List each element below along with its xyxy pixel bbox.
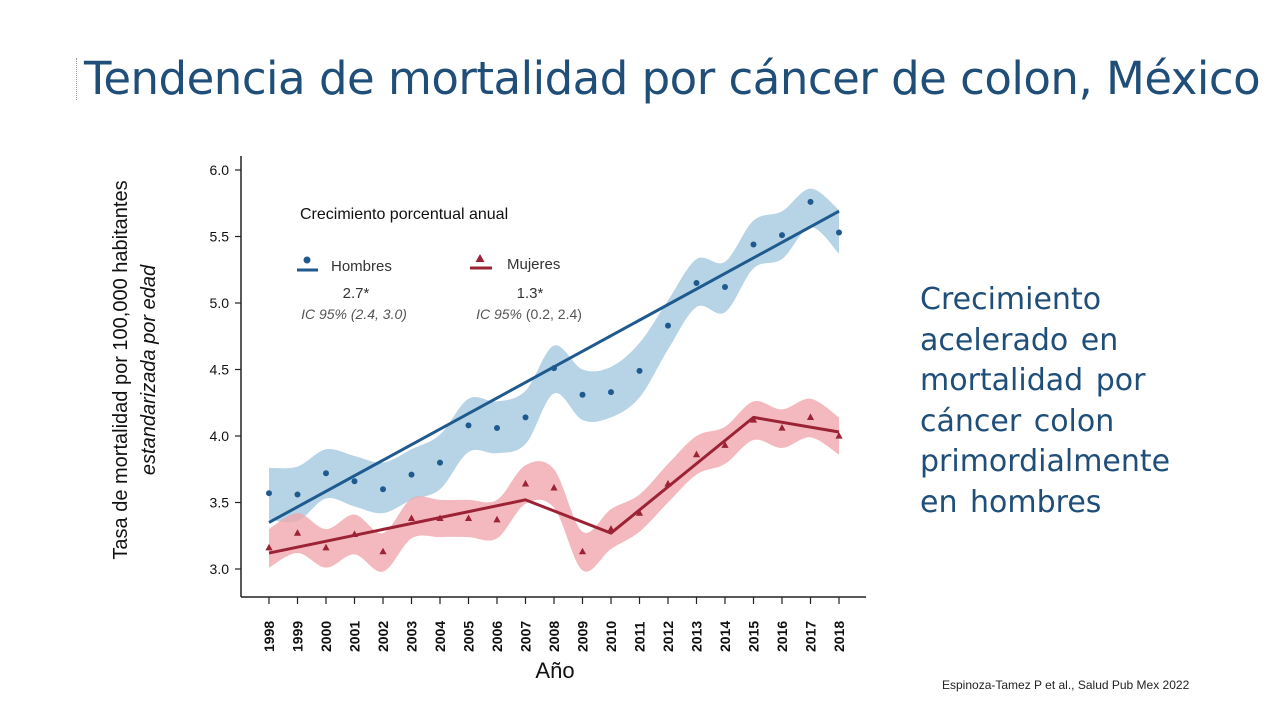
mujeres-data-point — [778, 424, 786, 431]
mujeres-data-point — [664, 479, 672, 487]
mujeres-data-point — [635, 509, 644, 516]
legend-hombres-ci: IC 95% (2.4, 3.0) — [301, 306, 407, 322]
hombres-data-point — [408, 471, 415, 478]
x-tick-label: 2007 — [518, 621, 534, 652]
mujeres-data-point — [607, 525, 615, 532]
legend-mujeres-apc: 1.3* — [517, 285, 544, 302]
hombres-data-point — [522, 414, 529, 421]
x-tick-label: 2006 — [489, 621, 505, 652]
hombres-data-point — [807, 198, 814, 205]
x-tick-label: 2018 — [831, 621, 847, 652]
mujeres-data-point — [322, 543, 330, 551]
x-tick-label: 2013 — [689, 621, 705, 652]
x-tick-label: 2000 — [318, 621, 334, 652]
hombres-data-point — [722, 284, 728, 291]
y-tick-label: 6.0 — [210, 162, 230, 178]
mujeres-data-point — [692, 450, 701, 458]
mujeres-data-point — [521, 479, 530, 487]
legend-hombres-ci-value: (2.4, 3.0) — [351, 306, 407, 322]
x-tick-label: 2014 — [717, 621, 733, 652]
hombres-data-point — [693, 280, 700, 287]
y-tick-label: 4.0 — [210, 428, 230, 444]
mujeres-data-point — [578, 547, 587, 555]
y-tick-label: 5.0 — [210, 295, 230, 311]
legend-hombres-ci-label: IC 95% — [301, 306, 347, 322]
mujeres-data-point — [407, 514, 416, 522]
mujeres-data-point — [265, 543, 273, 551]
hombres-data-point — [636, 367, 643, 374]
mortality-chart: 6.0 5.5 5.0 4.5 4.0 3.5 3.0 1998 1999 2000 2001 200… — [110, 156, 866, 683]
y-tick-label: 5.5 — [210, 229, 230, 245]
x-tick-label: 2015 — [746, 621, 762, 652]
hombres-data-point — [665, 322, 671, 329]
title-divider — [76, 58, 77, 100]
x-tick-label: 2005 — [461, 621, 477, 652]
x-tick-label: 1998 — [261, 621, 277, 652]
x-tick-label: 2010 — [603, 621, 619, 652]
slide-title: Tendencia de mortalidad por cáncer de co… — [84, 52, 1261, 105]
x-tick-label: 2001 — [347, 621, 363, 652]
side-note: Crecimiento acelerado en mortalidad por … — [920, 282, 1171, 520]
legend-mujeres-ci-label: IC 95% — [476, 306, 522, 322]
mujeres-data-point — [721, 441, 729, 448]
hombres-data-point — [779, 232, 785, 239]
x-tick-label: 2003 — [404, 621, 420, 652]
x-tick-label: 2004 — [432, 621, 448, 652]
hombres-data-point — [351, 478, 358, 485]
hombres-data-point — [750, 241, 757, 248]
legend-hombres-marker — [303, 256, 311, 264]
y-tick-label: 3.5 — [210, 495, 230, 511]
mujeres-data-point — [464, 514, 473, 522]
mujeres-data-point — [436, 514, 444, 522]
legend-title: Crecimiento porcentual anual — [300, 206, 508, 223]
hombres-data-point — [323, 470, 329, 477]
hombres-data-point — [465, 422, 472, 429]
x-tick-label: 2017 — [803, 621, 819, 652]
legend-mujeres-marker — [475, 254, 485, 262]
legend-mujeres-ci: IC 95% (0.2, 2.4) — [476, 306, 582, 322]
x-tick-label: 2016 — [774, 621, 790, 652]
x-tick-label: 2008 — [546, 621, 562, 652]
y-tick-label: 3.0 — [210, 561, 230, 577]
hombres-data-point — [380, 486, 386, 493]
x-tick-label: 2009 — [575, 621, 591, 652]
hombres-data-point — [494, 425, 500, 432]
mujeres-data-point — [493, 515, 501, 523]
y-axis-label: Tasa de mortalidad por 100,000 habitante… — [110, 180, 132, 559]
legend-hombres-label: Hombres — [331, 258, 392, 275]
x-tick-label: 2011 — [632, 621, 648, 652]
hombres-data-point — [294, 491, 301, 498]
y-axis-sublabel: estandarizada por edad — [138, 264, 160, 475]
hombres-data-point — [836, 229, 842, 236]
hombres-data-point — [608, 389, 614, 396]
x-axis-label: Año — [535, 658, 574, 683]
y-tick-label: 4.5 — [210, 362, 230, 378]
hombres-data-point — [579, 391, 586, 398]
x-tick-label: 2002 — [375, 621, 391, 652]
hombres-data-point — [551, 365, 557, 372]
legend-mujeres-label: Mujeres — [507, 256, 560, 273]
hombres-data-point — [266, 490, 272, 497]
hombres-ci-band — [269, 188, 839, 523]
legend-mujeres-ci-value: (0.2, 2.4) — [526, 306, 582, 322]
hombres-data-point — [437, 459, 443, 466]
mujeres-data-point — [550, 483, 558, 491]
legend-hombres-apc: 2.7* — [343, 285, 370, 302]
mujeres-data-point — [806, 413, 815, 420]
mujeres-data-point — [379, 547, 387, 555]
mujeres-data-point — [749, 416, 758, 423]
x-tick-label: 1999 — [290, 621, 306, 652]
mujeres-data-point — [293, 529, 302, 536]
mujeres-data-point — [835, 432, 843, 439]
mujeres-data-point — [350, 530, 359, 538]
citation: Espinoza-Tamez P et al., Salud Pub Mex 2… — [942, 678, 1190, 692]
x-tick-label: 2012 — [660, 621, 676, 652]
